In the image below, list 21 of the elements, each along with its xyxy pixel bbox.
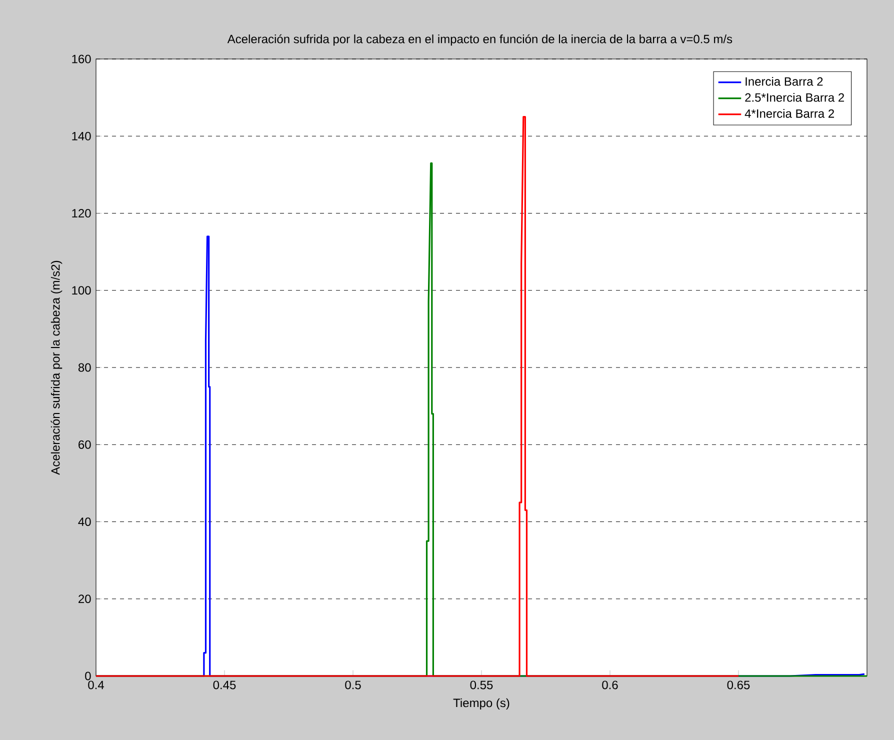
y-tick-label: 0	[85, 672, 91, 680]
y-tick-label: 120	[72, 208, 91, 218]
x-tick-label: 0.55	[470, 680, 493, 690]
y-tick-label: 60	[78, 440, 91, 449]
legend-label: 4*Inercia Barra 2	[744, 109, 834, 118]
x-tick-label: 0.45	[213, 680, 236, 690]
x-tick-label: 0.5	[345, 680, 361, 690]
legend-label: 2.5*Inercia Barra 2	[745, 92, 844, 102]
y-axis-title: Aceleración sufrida por la cabeza (m/s2)	[50, 260, 62, 475]
y-tick-label: 160	[72, 54, 91, 64]
legend-label: Inercia Barra 2	[746, 76, 823, 86]
y-tick-label: 20	[78, 594, 91, 604]
y-tick-label: 80	[78, 363, 91, 372]
x-tick-label: 0.4	[88, 680, 104, 690]
x-axis-title: Tiempo (s)	[453, 698, 510, 710]
y-tick-label: 100	[72, 286, 91, 295]
chart-title: Aceleración sufrida por la cabeza en el impacto en función de la inercia de la barra a v=0.5 m/s	[227, 34, 732, 46]
y-tick-label: 40	[78, 517, 91, 526]
y-tick-label: 140	[72, 132, 91, 140]
x-tick-label: 0.6	[602, 680, 618, 690]
x-tick-label: 0.65	[727, 680, 750, 690]
